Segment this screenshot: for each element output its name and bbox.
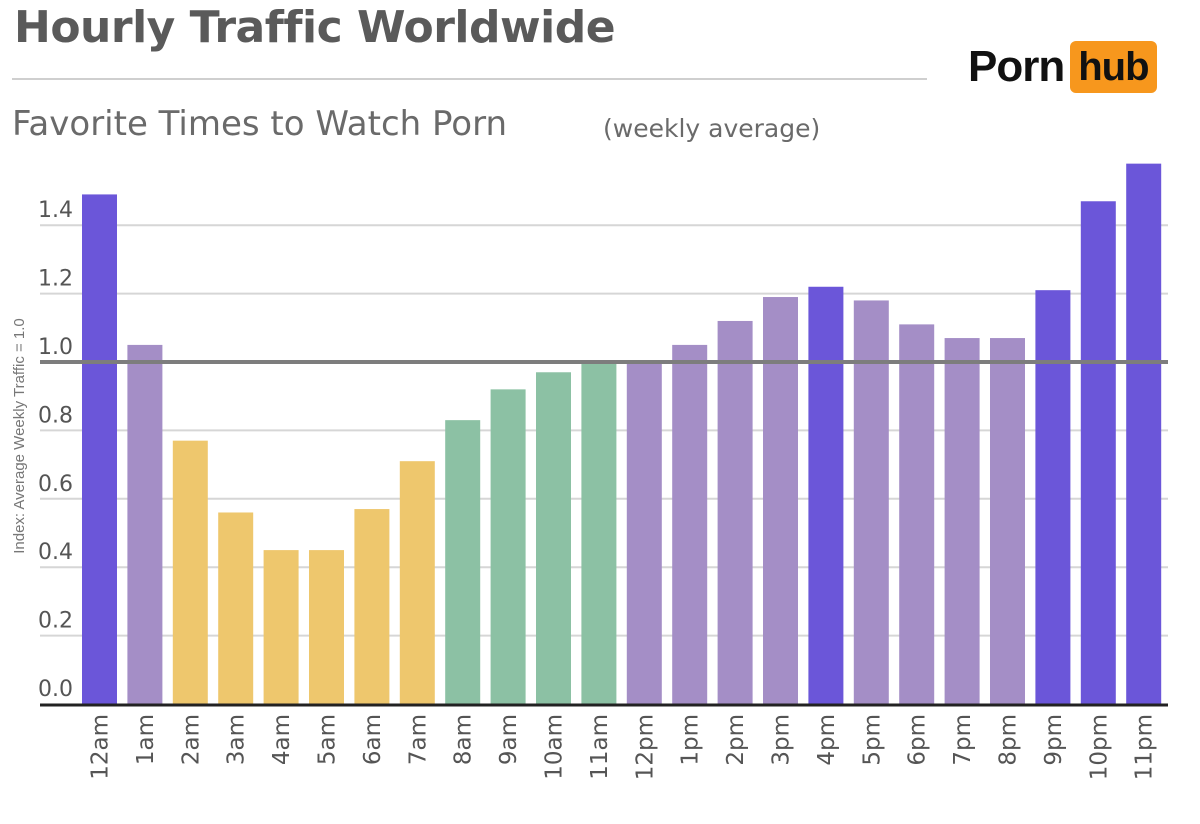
bar-3pm — [763, 297, 798, 704]
page-title: Hourly Traffic Worldwide — [14, 2, 616, 53]
bar-10pm — [1080, 201, 1116, 704]
x-tick-label: 12am — [88, 714, 114, 780]
bar-11am — [581, 362, 617, 704]
title-divider — [12, 78, 927, 80]
x-tick-label: 4am — [269, 714, 295, 765]
bar-4pm — [808, 286, 844, 704]
x-tick-label: 12pm — [632, 714, 658, 780]
pornhub-logo: Porn hub — [968, 40, 1157, 94]
bar-6pm — [899, 324, 935, 704]
x-tick-label: 8am — [451, 714, 477, 765]
y-tick-label: 0.4 — [38, 540, 73, 565]
y-tick-label: 0.6 — [38, 472, 73, 497]
x-tick-label: 11pm — [1132, 714, 1158, 780]
y-tick-label: 0.0 — [38, 677, 73, 702]
x-tick-label: 8pm — [996, 714, 1022, 766]
bar-2pm — [717, 320, 753, 704]
subtitle-note: (weekly average) — [603, 114, 821, 143]
x-tick-label: 1pm — [678, 714, 704, 766]
x-tick-label: 3am — [224, 714, 250, 765]
bar-2am — [172, 440, 208, 704]
bar-3am — [218, 512, 254, 704]
bar-12am — [82, 194, 117, 705]
bar-11pm — [1126, 163, 1162, 704]
bar-9pm — [1035, 290, 1071, 704]
bar-6am — [354, 509, 390, 704]
bar-4am — [263, 550, 299, 704]
x-tick-label: 11am — [587, 714, 613, 780]
x-tick-label: 5pm — [859, 714, 885, 766]
x-tick-label: 9am — [496, 714, 522, 765]
bar-10am — [536, 372, 571, 704]
x-tick-label: 7am — [405, 714, 431, 765]
x-tick-label: 10am — [542, 714, 568, 780]
bar-5am — [309, 550, 344, 704]
bar-1am — [127, 344, 163, 704]
x-tick-label: 6am — [360, 714, 386, 765]
logo-text-porn: Porn — [968, 42, 1065, 91]
bar-7pm — [944, 338, 980, 704]
y-tick-label: 1.2 — [38, 267, 73, 292]
x-tick-label: 5am — [315, 714, 341, 765]
x-tick-label: 4pm — [814, 714, 840, 766]
y-tick-label: 1.0 — [38, 335, 73, 360]
bar-7am — [399, 461, 435, 704]
x-tick-label: 2pm — [723, 714, 749, 766]
x-tick-label: 1am — [133, 714, 159, 765]
y-axis-title: Index: Average Weekly Traffic = 1.0 — [11, 318, 28, 554]
x-tick-label: 3pm — [769, 714, 795, 766]
x-tick-label: 6pm — [905, 714, 931, 766]
y-tick-label: 0.2 — [38, 609, 73, 634]
bar-12pm — [626, 362, 662, 704]
x-tick-label: 7pm — [950, 714, 976, 766]
logo-text-hub: hub — [1070, 41, 1157, 93]
y-tick-label: 1.4 — [38, 198, 73, 223]
x-tick-label: 10pm — [1086, 714, 1112, 780]
bar-8am — [445, 420, 481, 704]
bar-8pm — [990, 338, 1025, 704]
chart-subtitle: Favorite Times to Watch Porn — [12, 104, 508, 144]
x-tick-label: 2am — [178, 714, 204, 765]
x-tick-label: 9pm — [1041, 714, 1067, 766]
bar-5pm — [853, 300, 889, 704]
y-tick-label: 0.8 — [38, 403, 73, 428]
bar-1pm — [672, 344, 708, 704]
bar-9am — [490, 389, 526, 704]
